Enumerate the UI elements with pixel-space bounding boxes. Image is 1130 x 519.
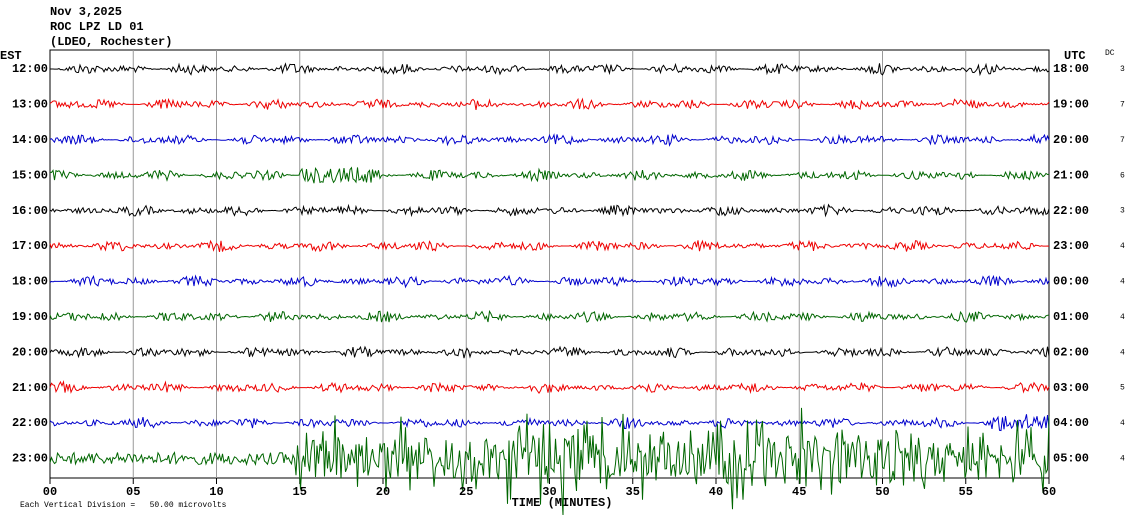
trace bbox=[49, 203, 1050, 218]
x-tick-label: 25 bbox=[459, 485, 473, 499]
est-label: 20:00 bbox=[12, 345, 48, 359]
dc-label: 7 bbox=[1120, 101, 1125, 110]
dc-label: 3 bbox=[1120, 207, 1125, 216]
date: Nov 3,2025 bbox=[50, 5, 122, 19]
footer: Each Vertical Division = 50.00 microvolt… bbox=[20, 501, 227, 510]
utc-label: 03:00 bbox=[1053, 381, 1089, 395]
trace bbox=[49, 133, 1050, 147]
utc-label: 04:00 bbox=[1053, 416, 1089, 430]
utc-label: 01:00 bbox=[1053, 310, 1089, 324]
trace bbox=[49, 345, 1050, 359]
x-tick-label: 50 bbox=[875, 485, 889, 499]
dc-label: 3 bbox=[1120, 65, 1125, 74]
x-tick-label: 35 bbox=[626, 485, 640, 499]
utc-label: 02:00 bbox=[1053, 345, 1089, 359]
dc-label: 4 bbox=[1120, 455, 1125, 464]
est-label: 21:00 bbox=[12, 381, 48, 395]
utc-label: 21:00 bbox=[1053, 168, 1089, 182]
utc-label: 18:00 bbox=[1053, 62, 1089, 76]
trace bbox=[49, 274, 1050, 289]
dc-label: 4 bbox=[1120, 348, 1125, 357]
x-tick-label: 10 bbox=[209, 485, 223, 499]
est-label: 17:00 bbox=[12, 239, 48, 253]
grid bbox=[49, 50, 1050, 484]
x-tick-label: 60 bbox=[1042, 485, 1056, 499]
network: (LDEO, Rochester) bbox=[50, 35, 172, 49]
dc-label: 4 bbox=[1120, 278, 1125, 287]
dc-label: 4 bbox=[1120, 313, 1125, 322]
utc-label: 20:00 bbox=[1053, 133, 1089, 147]
x-tick-label: 55 bbox=[959, 485, 973, 499]
dc-label: 5 bbox=[1120, 384, 1125, 393]
utc-label: 22:00 bbox=[1053, 204, 1089, 218]
x-tick-label: 05 bbox=[126, 485, 140, 499]
x-tick-label: 15 bbox=[293, 485, 307, 499]
trace bbox=[49, 166, 1050, 184]
x-tick-label: 20 bbox=[376, 485, 390, 499]
est-label: 14:00 bbox=[12, 133, 48, 147]
trace bbox=[50, 62, 1050, 77]
utc-label: 19:00 bbox=[1053, 98, 1089, 112]
trace bbox=[49, 309, 1050, 323]
x-tick-label: 45 bbox=[792, 485, 806, 499]
est-label: 19:00 bbox=[12, 310, 48, 324]
right-zone: UTC bbox=[1064, 49, 1086, 63]
x-tick-label: 40 bbox=[709, 485, 723, 499]
est-label: 18:00 bbox=[12, 275, 48, 289]
dc-label: 6 bbox=[1120, 171, 1125, 180]
est-label: 12:00 bbox=[12, 62, 48, 76]
utc-label: 05:00 bbox=[1053, 452, 1089, 466]
dc-label: 4 bbox=[1120, 242, 1125, 251]
est-label: 13:00 bbox=[12, 98, 48, 112]
est-label: 23:00 bbox=[12, 452, 48, 466]
x-tick-label: 30 bbox=[542, 485, 556, 499]
utc-label: 00:00 bbox=[1053, 275, 1089, 289]
est-label: 16:00 bbox=[12, 204, 48, 218]
trace bbox=[49, 97, 1050, 111]
dc-label: 7 bbox=[1120, 136, 1125, 145]
trace bbox=[49, 407, 1050, 516]
trace bbox=[49, 239, 1050, 253]
station: ROC LPZ LD 01 bbox=[50, 20, 144, 34]
traces bbox=[49, 62, 1050, 516]
trace bbox=[49, 379, 1050, 395]
est-label: 15:00 bbox=[12, 168, 48, 182]
dc-title: DC bbox=[1105, 49, 1115, 58]
x-tick-label: 00 bbox=[43, 485, 57, 499]
left-zone: EST bbox=[0, 49, 22, 63]
est-label: 22:00 bbox=[12, 416, 48, 430]
dc-label: 4 bbox=[1120, 419, 1125, 428]
utc-label: 23:00 bbox=[1053, 239, 1089, 253]
